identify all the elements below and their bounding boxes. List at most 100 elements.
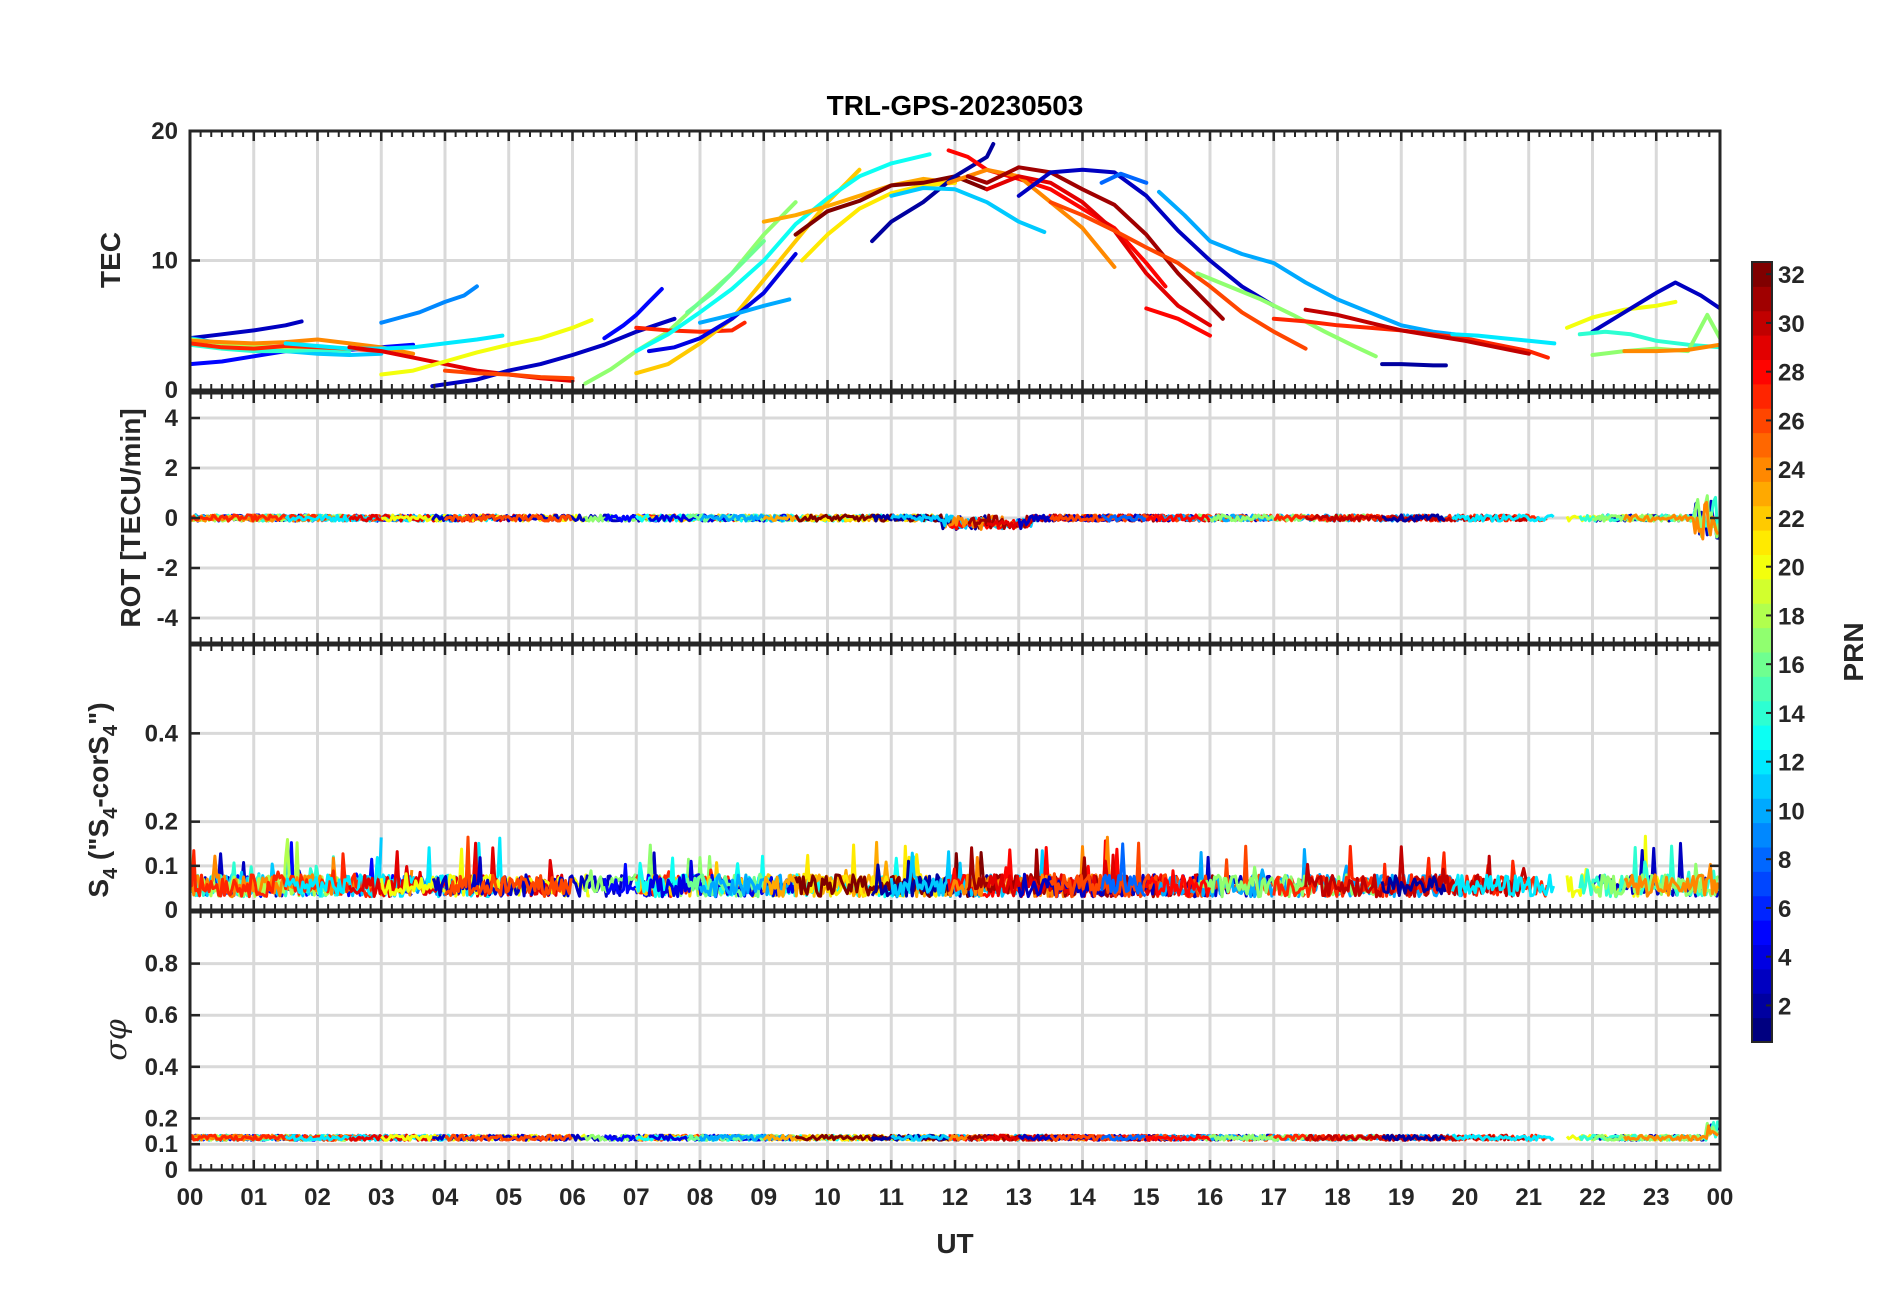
x-tick-label: 23 — [1643, 1184, 1670, 1211]
colorbar-tick-label: 4 — [1778, 945, 1792, 972]
x-tick-label: 08 — [687, 1184, 714, 1211]
s4-ylabel-sub2: 4 — [100, 807, 122, 819]
colorbar-block — [1752, 652, 1772, 677]
tec-grid — [190, 131, 1720, 390]
s4-ytick-labels: 0 0.1 0.2 0.4 — [145, 720, 179, 924]
tec-trace — [1380, 362, 1448, 368]
tec-trace — [1016, 167, 1276, 308]
tec-axes-frame — [188, 129, 1722, 392]
tec-series — [190, 142, 1720, 389]
rot-ticks — [188, 393, 1722, 643]
colorbar-tick-label: 12 — [1778, 750, 1805, 777]
sigma-ylabel: σφ — [99, 1019, 134, 1060]
tec-trace — [1195, 271, 1378, 359]
index-trace — [1100, 842, 1147, 898]
index-trace — [444, 1133, 573, 1142]
x-tick-labels: 00 01 02 03 04 05 06 07 08 09 10 11 12 13 14 15 16 17 18 19… — [177, 1184, 1734, 1211]
x-tick-label: 06 — [559, 1184, 586, 1211]
tec-ytick-labels: 0 10 20 — [151, 118, 178, 404]
colorbar-block — [1752, 262, 1772, 287]
y-tick-label: 0.2 — [145, 809, 178, 836]
index-trace — [1145, 513, 1211, 523]
tec-trace — [800, 180, 957, 263]
x-tick-label: 00 — [177, 1184, 204, 1211]
tec-trace — [946, 148, 1168, 289]
colorbar-block — [1752, 335, 1772, 360]
x-tick-label: 02 — [304, 1184, 331, 1211]
tec-trace — [1303, 307, 1531, 356]
s4-ylabel: S4 ("S4-corS4") — [83, 702, 122, 897]
index-trace — [1381, 1133, 1446, 1142]
x-tick-label: 05 — [495, 1184, 522, 1211]
colorbar-block — [1752, 847, 1772, 872]
x-tick-label: 00 — [1707, 1184, 1734, 1211]
index-trace — [443, 513, 573, 523]
y-tick-label: 0 — [165, 1157, 178, 1184]
y-tick-label: 0.1 — [145, 853, 178, 880]
tec-ylabel: TEC — [95, 232, 126, 288]
x-tick-label: 20 — [1452, 1184, 1479, 1211]
colorbar-label: PRN — [1838, 622, 1869, 681]
s4-ylabel-end: ") — [83, 702, 114, 725]
y-tick-label: 0.1 — [145, 1131, 178, 1158]
colorbar-block — [1752, 968, 1772, 994]
y-tick-label: 0 — [165, 505, 178, 532]
y-tick-label: 0.6 — [145, 1002, 178, 1029]
colorbar-tick-label: 2 — [1778, 993, 1791, 1020]
colorbar-block — [1752, 530, 1772, 555]
rot-ytick-labels: -4 -2 0 2 4 — [157, 405, 179, 632]
y-tick-label: 0.4 — [145, 1054, 179, 1081]
tec-trace — [430, 316, 677, 389]
x-tick-label: 12 — [942, 1184, 969, 1211]
colorbar-tick-label: 10 — [1778, 798, 1805, 825]
tec-trace — [984, 174, 1212, 328]
y-tick-label: -2 — [157, 555, 178, 582]
colorbar-block — [1752, 920, 1772, 945]
colorbar-block — [1752, 481, 1772, 507]
colorbar-block — [1752, 895, 1772, 921]
colorbar-block — [1752, 603, 1772, 629]
colorbar-block — [1752, 993, 1772, 1019]
colorbar-block — [1752, 408, 1772, 434]
colorbar-block — [1752, 457, 1772, 482]
s4-series — [190, 834, 1720, 899]
y-tick-label: 0.2 — [145, 1105, 178, 1132]
s4-ylabel-base: S — [83, 879, 114, 898]
tec-trace — [1565, 299, 1678, 330]
colorbar-block — [1752, 578, 1772, 604]
y-tick-label: 0 — [165, 897, 178, 924]
y-tick-label: 0.8 — [145, 951, 178, 978]
colorbar-block — [1752, 822, 1772, 848]
colorbar-tick-label: 16 — [1778, 652, 1805, 679]
index-trace — [1381, 513, 1446, 523]
y-tick-label: 0.4 — [145, 720, 179, 747]
tec-trace — [1622, 342, 1720, 354]
tec-trace — [1099, 171, 1149, 185]
s4-ylabel-sub3: 4 — [100, 724, 122, 736]
colorbar-tick-label: 14 — [1778, 701, 1805, 728]
y-tick-label: 10 — [151, 248, 178, 275]
index-trace — [1049, 841, 1307, 899]
rot-series — [190, 494, 1720, 541]
colorbar-tick-label: 26 — [1778, 408, 1805, 435]
tec-trace — [1144, 306, 1212, 338]
colorbar-block — [1752, 505, 1772, 531]
tec-trace — [634, 152, 932, 354]
tec-trace — [698, 297, 792, 325]
rot-axes-frame — [188, 391, 1722, 645]
index-trace — [1272, 844, 1549, 898]
x-tick-label: 07 — [623, 1184, 650, 1211]
tec-trace — [946, 167, 1117, 269]
colorbar-tick-label: 30 — [1778, 311, 1805, 338]
index-trace — [1623, 1124, 1719, 1142]
tec-trace — [634, 320, 747, 334]
x-tick-label: 18 — [1324, 1184, 1351, 1211]
tec-trace — [190, 319, 304, 341]
colorbar-tick-label: 24 — [1778, 457, 1805, 484]
colorbar-block — [1752, 725, 1772, 750]
colorbar-block — [1752, 798, 1772, 824]
index-trace — [685, 872, 766, 899]
